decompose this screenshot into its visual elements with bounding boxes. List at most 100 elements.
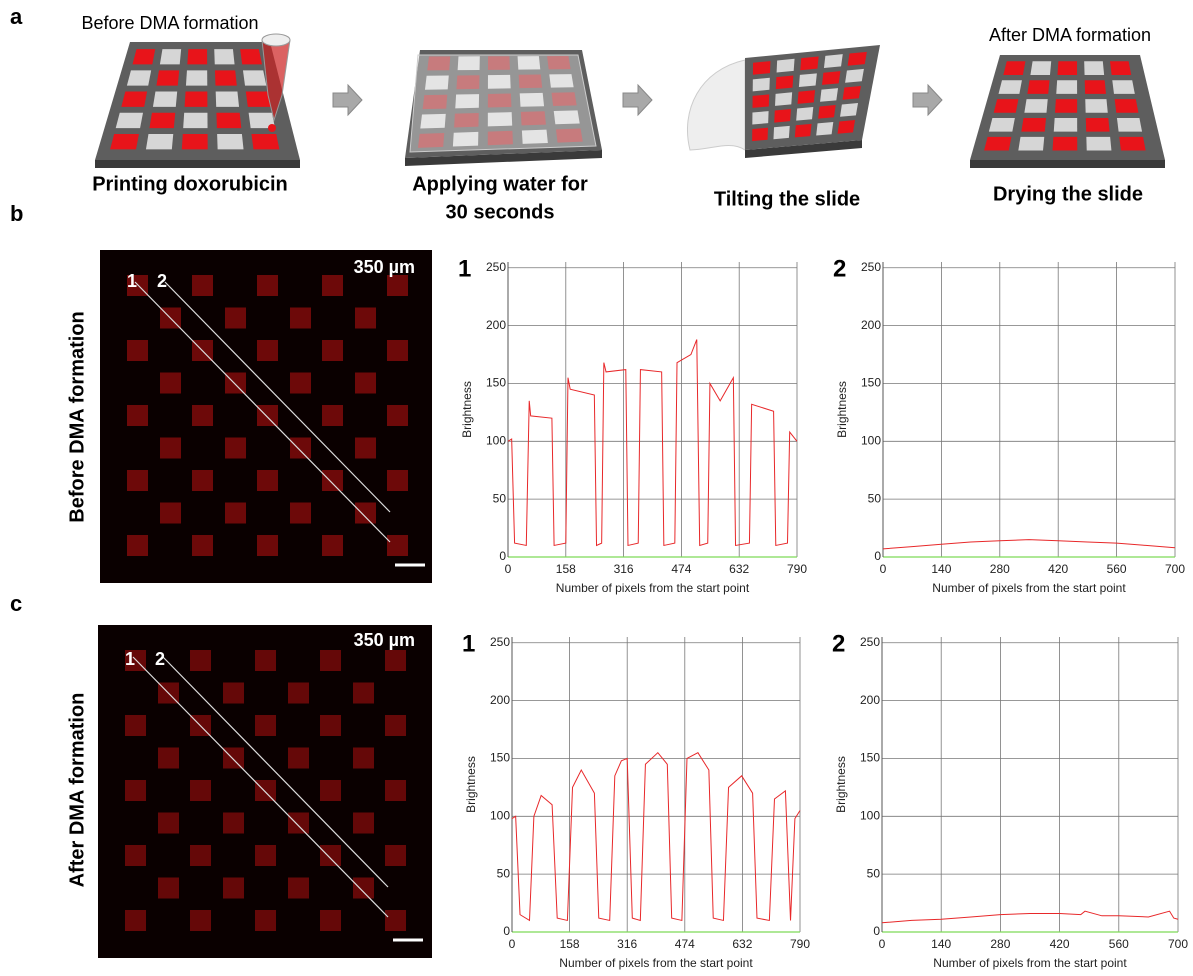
- spot: [127, 470, 148, 491]
- spot: [190, 845, 211, 866]
- micrograph-features: [125, 275, 425, 942]
- y-tick-label: 200: [486, 318, 506, 332]
- spot: [818, 105, 836, 119]
- spot: [1003, 61, 1026, 75]
- y-tick-label: 150: [861, 376, 881, 390]
- spot: [798, 73, 817, 88]
- droplet: [268, 124, 276, 132]
- spot: [998, 80, 1022, 94]
- spot: [353, 747, 374, 769]
- spot: [487, 112, 513, 127]
- step-label: Applying water for: [412, 173, 588, 195]
- spot: [385, 910, 406, 931]
- x-axis-label: Number of pixels from the start point: [932, 581, 1126, 595]
- spot: [192, 405, 213, 426]
- spot: [214, 70, 237, 86]
- step-label: Printing doxorubicin: [92, 173, 288, 195]
- slide-edge: [95, 160, 300, 168]
- schematic: [95, 33, 1165, 168]
- x-tick-label: 632: [732, 937, 752, 951]
- x-tick-label: 420: [1050, 937, 1070, 951]
- spot: [837, 120, 856, 134]
- y-axis-label: Brightness: [835, 381, 849, 438]
- spot: [1085, 99, 1108, 113]
- x-tick-label: 632: [729, 562, 749, 576]
- spot: [240, 49, 262, 65]
- spot: [127, 405, 148, 426]
- spot: [223, 877, 244, 899]
- spot: [775, 92, 793, 106]
- spot: [110, 134, 139, 150]
- x-tick-label: 0: [505, 562, 512, 576]
- spot: [257, 275, 278, 296]
- spot: [800, 56, 819, 71]
- y-tick-label: 100: [486, 433, 506, 447]
- spot: [181, 134, 208, 150]
- spot: [223, 812, 244, 834]
- spot: [216, 112, 242, 129]
- spot: [190, 910, 211, 931]
- spot: [353, 812, 374, 834]
- spot: [816, 121, 834, 136]
- slide-edge: [970, 160, 1165, 168]
- spot: [255, 650, 276, 671]
- spot: [225, 502, 246, 524]
- step-label: 30 seconds: [446, 201, 555, 223]
- spot: [752, 127, 768, 142]
- spot: [1052, 136, 1078, 151]
- x-tick-label: 140: [931, 562, 951, 576]
- spot: [160, 372, 181, 394]
- spot: [773, 125, 790, 140]
- spot: [190, 650, 211, 671]
- spot: [160, 437, 181, 459]
- scale-text: 350 µm: [354, 257, 415, 277]
- spot: [184, 91, 208, 107]
- spot: [1112, 80, 1135, 94]
- step-label: Tilting the slide: [714, 188, 860, 210]
- line-label: 2: [155, 649, 165, 669]
- spot: [845, 68, 864, 83]
- spot: [225, 307, 246, 329]
- spot: [822, 71, 841, 85]
- y-tick-label: 250: [490, 635, 510, 649]
- spot: [355, 502, 376, 524]
- spot: [255, 715, 276, 736]
- spot: [353, 877, 374, 899]
- spot: [774, 109, 791, 123]
- profile-line: [164, 281, 391, 513]
- x-tick-label: 316: [614, 562, 634, 576]
- spot: [145, 134, 174, 150]
- spot: [245, 91, 271, 107]
- row-label: Before DMA formation: [66, 311, 88, 522]
- spot: [255, 845, 276, 866]
- x-tick-label: 420: [1048, 562, 1068, 576]
- spot: [823, 54, 843, 69]
- y-tick-label: 0: [503, 924, 510, 938]
- spot: [355, 307, 376, 329]
- spot: [752, 111, 769, 125]
- spot: [320, 715, 341, 736]
- spot: [156, 70, 180, 86]
- spot: [1084, 61, 1105, 75]
- profile-line: [881, 910, 1179, 924]
- spot: [775, 75, 794, 90]
- spot: [192, 535, 213, 556]
- x-tick-label: 700: [1165, 562, 1185, 576]
- spot: [288, 747, 309, 769]
- spot: [290, 437, 311, 459]
- spot: [192, 275, 213, 296]
- spot: [288, 682, 309, 704]
- spot: [257, 535, 278, 556]
- spot: [125, 845, 146, 866]
- spot: [1030, 61, 1052, 75]
- x-tick-label: 280: [990, 937, 1010, 951]
- pipette-top: [261, 33, 291, 47]
- spot: [454, 113, 479, 128]
- y-tick-label: 50: [867, 866, 881, 880]
- spot: [355, 437, 376, 459]
- spot: [320, 845, 341, 866]
- spot: [1109, 61, 1132, 75]
- x-tick-label: 158: [556, 562, 576, 576]
- panel-label: b: [10, 201, 23, 226]
- spot: [320, 650, 341, 671]
